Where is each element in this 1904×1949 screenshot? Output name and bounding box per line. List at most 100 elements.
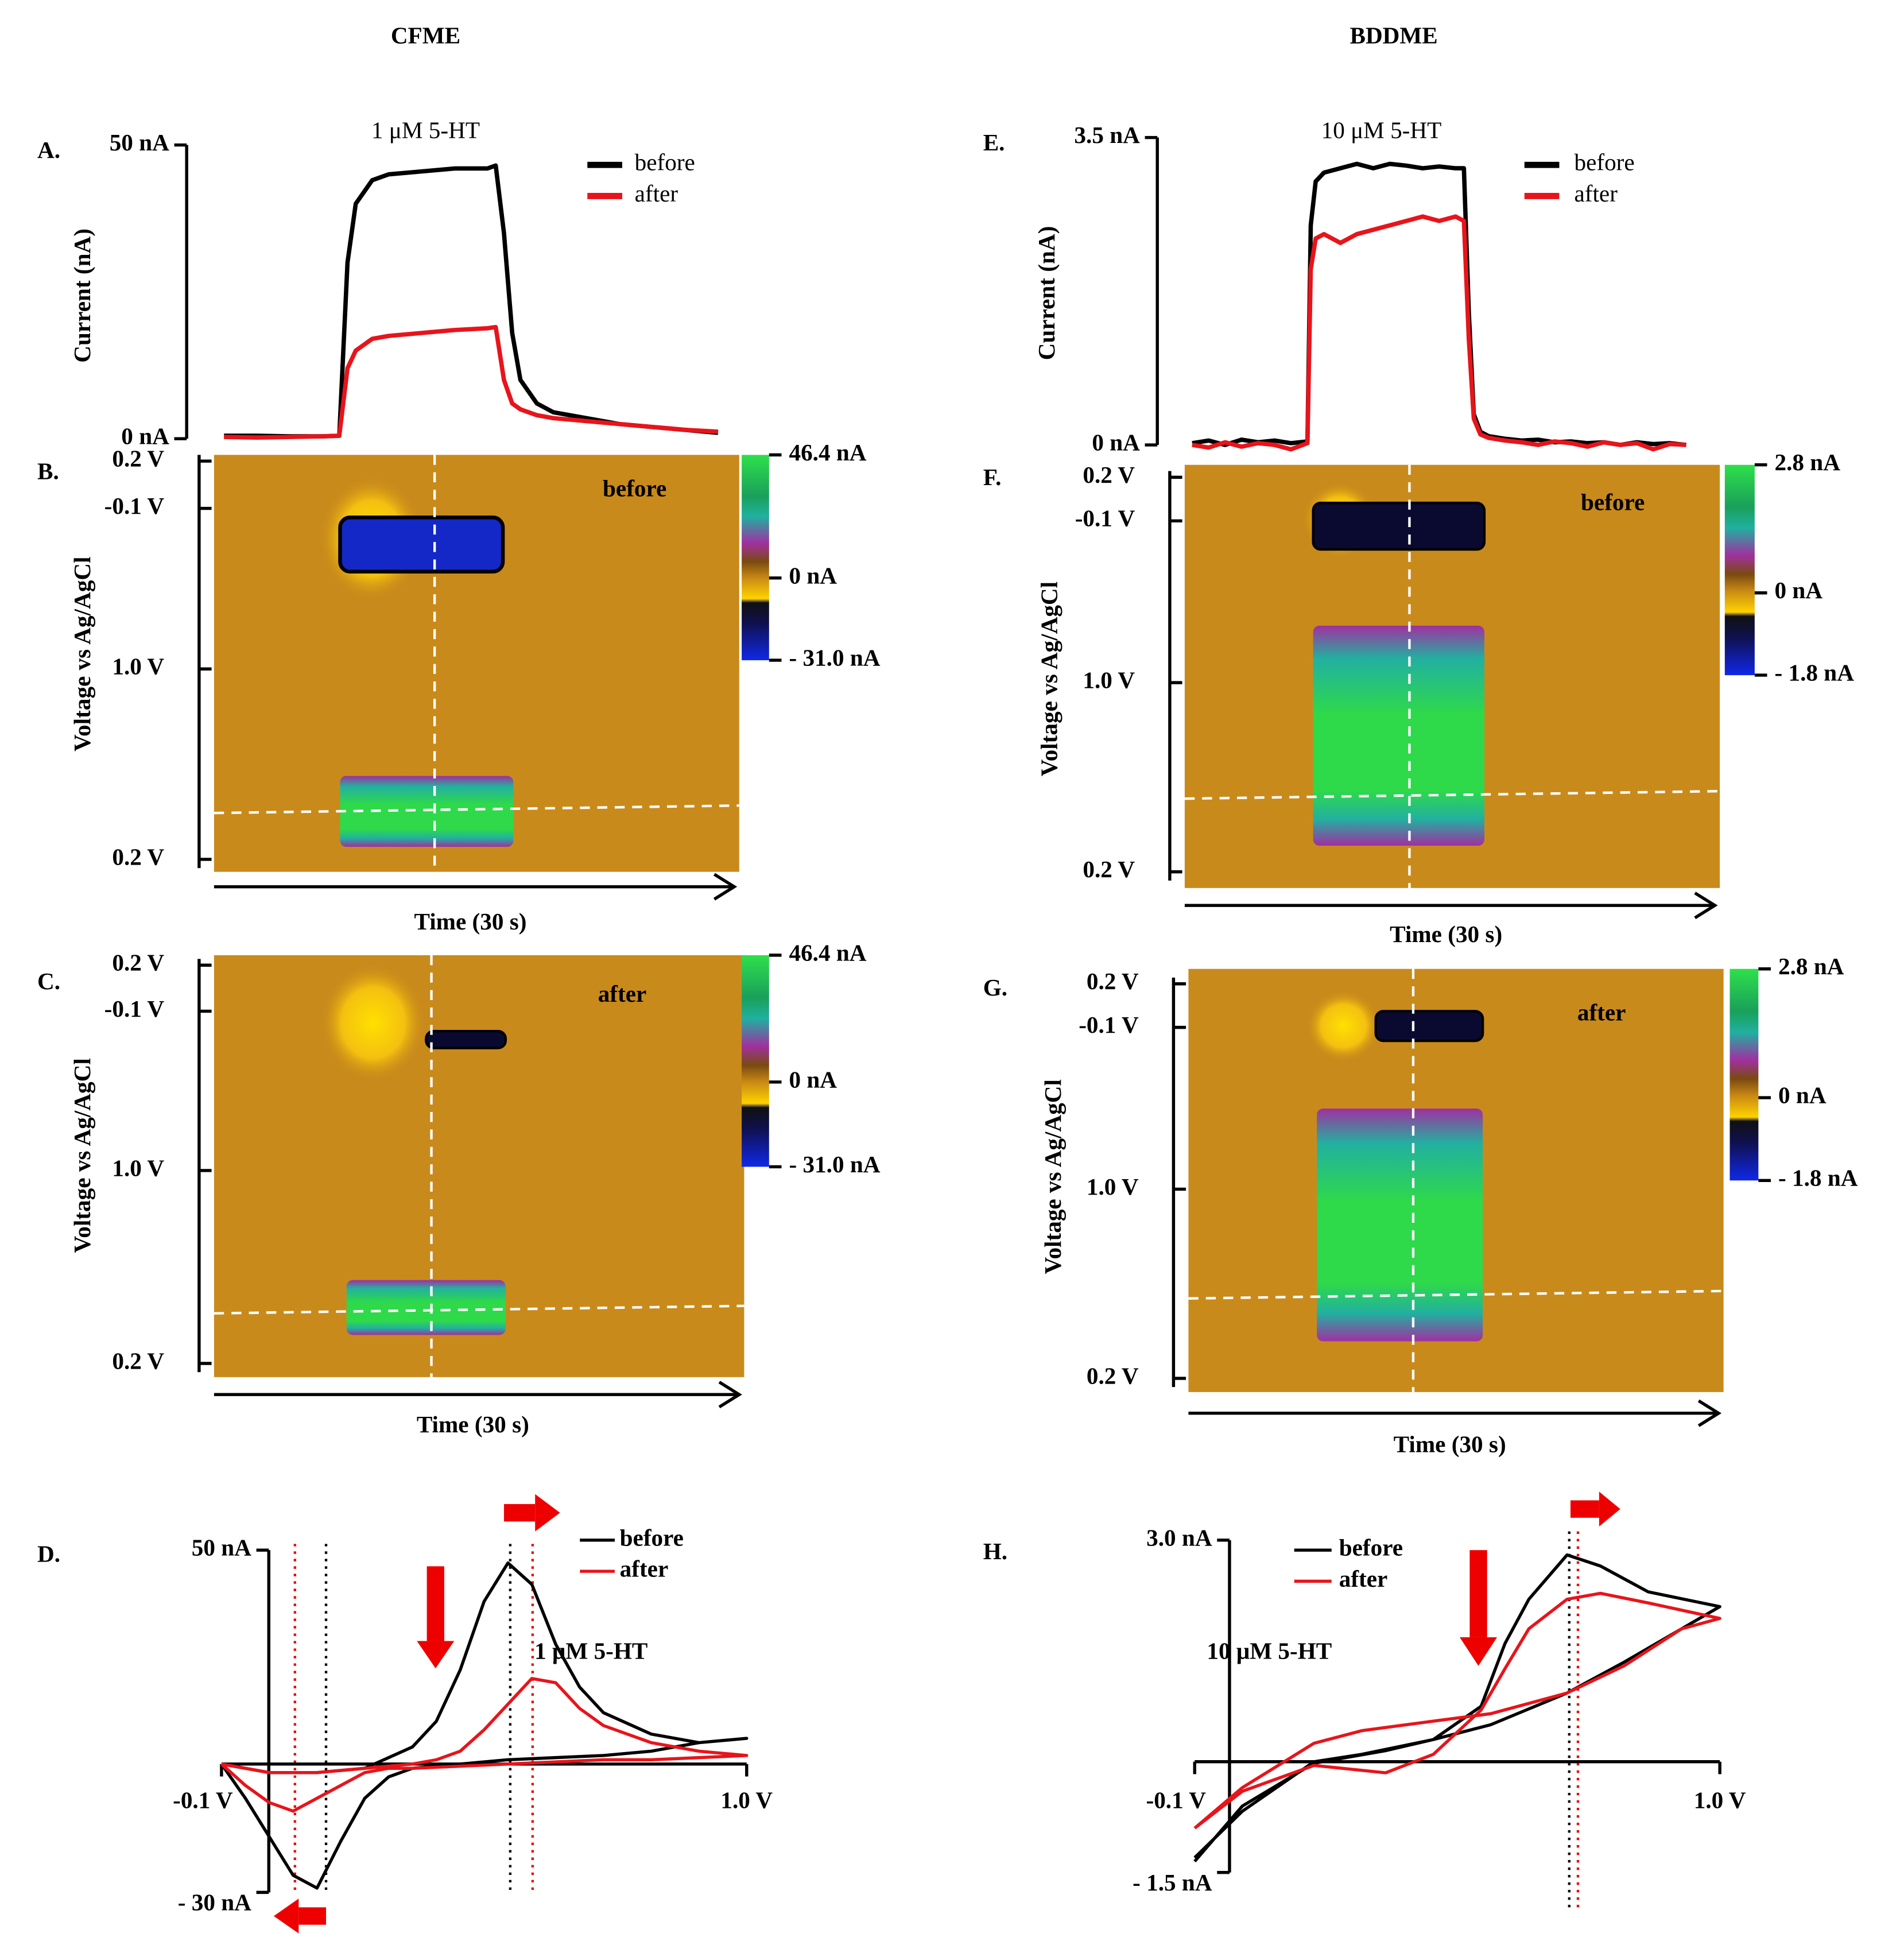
y-tick-label: 0.2 V xyxy=(112,950,164,976)
heatmap-region xyxy=(340,776,514,847)
annotation: 10 μM 5-HT xyxy=(1321,117,1442,143)
y-tick-label: 0.2 V xyxy=(1087,1362,1139,1389)
annotation: after xyxy=(1577,999,1626,1025)
y-tick-label: -0.1 V xyxy=(1079,1012,1139,1038)
x-axis-label: Time (30 s) xyxy=(1394,1431,1506,1458)
marker-line xyxy=(1184,789,1720,800)
colorbar-tick-label: 2.8 nA xyxy=(1775,449,1841,475)
heatmap-region xyxy=(346,1280,506,1335)
panel-label: A. xyxy=(37,137,60,163)
y-tick-label: -0.1 V xyxy=(104,493,165,519)
marker-line xyxy=(1188,1289,1724,1300)
colorbar-tick-label: 0 nA xyxy=(789,562,837,588)
heatmap xyxy=(214,955,744,1377)
column-header: BDDME xyxy=(1350,22,1437,49)
colorbar xyxy=(1730,968,1759,1181)
series-line xyxy=(1193,1591,1721,1830)
y-tick-label: 1.0 V xyxy=(1087,1173,1139,1200)
x-axis-label: Time (30 s) xyxy=(417,1411,529,1438)
colorbar-tick-label: 2.8 nA xyxy=(1778,953,1844,979)
y-tick-label: 0.2 V xyxy=(1083,462,1135,488)
colorbar-tick-label: - 1.8 nA xyxy=(1775,660,1855,686)
series-line xyxy=(1193,1553,1721,1863)
heatmap-region xyxy=(425,1030,507,1049)
heatmap xyxy=(214,455,739,872)
series-line xyxy=(220,1677,749,1813)
y-axis-label: Current (nA) xyxy=(1033,226,1060,361)
panel-label: F. xyxy=(983,464,1002,490)
y-tick-label: 1.0 V xyxy=(112,1154,164,1181)
y-tick-label: 0 nA xyxy=(1092,429,1140,455)
annotation: after xyxy=(598,981,647,1007)
colorbar-tick-label: 0 nA xyxy=(789,1066,837,1092)
series-line xyxy=(224,324,719,440)
heatmap xyxy=(1188,968,1724,1392)
legend-label: before xyxy=(1339,1535,1403,1561)
annotation-arrows xyxy=(273,1491,1620,1933)
legend-label: before xyxy=(620,1524,684,1551)
time-arrow-head xyxy=(1697,1399,1722,1427)
legend-label: before xyxy=(1574,149,1634,176)
series-line xyxy=(220,1561,749,1890)
colorbar-tick-label: - 31.0 nA xyxy=(789,1151,880,1177)
y-tick-label: 50 nA xyxy=(192,1535,251,1561)
y-tick-label: 1.0 V xyxy=(1083,667,1135,693)
y-axis-label: Voltage vs Ag/AgCl xyxy=(1036,582,1062,776)
y-tick-label: 0 nA xyxy=(121,423,169,450)
y-tick-label: 3.0 nA xyxy=(1146,1524,1212,1551)
x-tick-label: -0.1 V xyxy=(1146,1787,1206,1814)
colorbar-tick-label: 0 nA xyxy=(1778,1082,1827,1109)
y-tick-label: 3.5 nA xyxy=(1074,122,1140,148)
x-axis-label: Time (30 s) xyxy=(1390,921,1502,948)
heatmap-region xyxy=(1306,990,1382,1062)
time-arrow-head xyxy=(718,1381,742,1409)
colorbar-tick-label: - 31.0 nA xyxy=(789,645,880,671)
time-arrow-head xyxy=(713,873,738,901)
heatmap-region xyxy=(1313,625,1484,846)
y-tick-label: 0.2 V xyxy=(112,843,164,870)
legend-label: after xyxy=(635,180,678,207)
y-tick-label: -0.1 V xyxy=(104,995,165,1022)
peak-guides xyxy=(293,1531,1580,1911)
panel-label: B. xyxy=(37,458,59,484)
x-tick-label: -0.1 V xyxy=(173,1787,233,1814)
colorbar-tick-label: 46.4 nA xyxy=(789,439,866,466)
y-tick-label: 0.2 V xyxy=(1083,856,1135,882)
series-line xyxy=(1192,214,1686,452)
colorbar xyxy=(1724,464,1755,676)
legend-label: before xyxy=(635,149,695,176)
y-tick-label: -0.1 V xyxy=(1075,505,1135,532)
legend-label: after xyxy=(1574,180,1618,207)
y-tick-label: - 1.5 nA xyxy=(1133,1869,1212,1896)
annotation: before xyxy=(1581,489,1645,516)
legend-label: after xyxy=(1339,1566,1388,1592)
heatmap-region xyxy=(320,963,426,1082)
colorbar xyxy=(742,455,769,661)
y-tick-label: 0.2 V xyxy=(112,445,164,472)
y-axis-label: Voltage vs Ag/AgCl xyxy=(69,557,95,751)
y-tick-label: 1.0 V xyxy=(112,653,164,680)
marker-line xyxy=(214,804,739,815)
series-line xyxy=(1192,161,1687,447)
colorbar xyxy=(742,955,769,1167)
y-axis-label: Voltage vs Ag/AgCl xyxy=(1040,1079,1066,1274)
annotation: 1 μM 5-HT xyxy=(371,117,480,143)
panel-label: G. xyxy=(983,974,1007,1001)
heatmap-region xyxy=(1374,1010,1484,1043)
column-header: CFME xyxy=(391,22,460,49)
panel-label: H. xyxy=(983,1538,1007,1564)
annotation: 10 μM 5-HT xyxy=(1207,1638,1332,1664)
x-tick-label: 1.0 V xyxy=(1694,1787,1746,1814)
colorbar-tick-label: 0 nA xyxy=(1775,577,1823,603)
marker-line xyxy=(214,1304,744,1315)
x-axis-label: Time (30 s) xyxy=(414,908,526,935)
heatmap xyxy=(1184,464,1720,888)
legend-label: after xyxy=(620,1555,669,1582)
heatmap-region xyxy=(1312,501,1486,551)
y-tick-label: - 30 nA xyxy=(178,1889,251,1916)
colorbar-tick-label: 46.4 nA xyxy=(789,939,866,966)
y-axis-label: Voltage vs Ag/AgCl xyxy=(69,1058,95,1253)
panel-label: D. xyxy=(37,1540,60,1567)
